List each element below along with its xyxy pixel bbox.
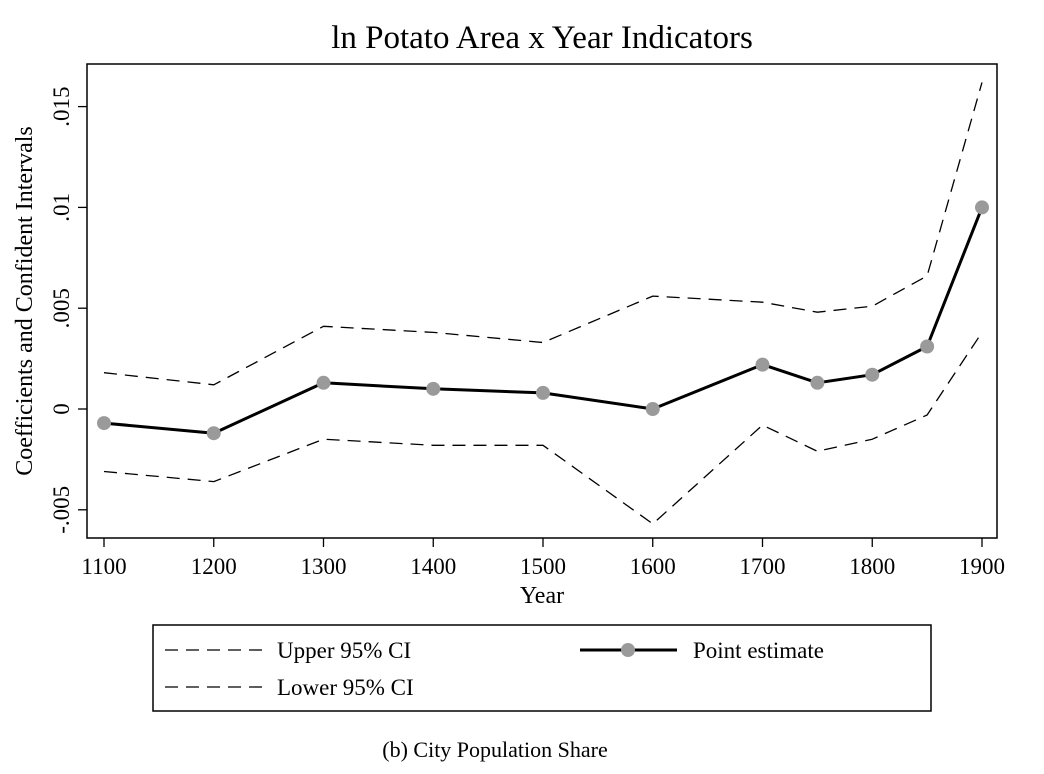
- legend-label-upper-ci: Upper 95% CI: [277, 638, 411, 663]
- figure-caption: (b) City Population Share: [382, 737, 607, 762]
- x-tick-label-1600: 1600: [630, 554, 676, 579]
- point-point-estimate-1100: [97, 416, 111, 431]
- x-tick-label-1500: 1500: [520, 554, 566, 579]
- point-point-estimate-1600: [645, 402, 660, 416]
- y-tick-label-2: .005: [49, 288, 74, 328]
- legend-label-lower-ci: Lower 95% CI: [277, 675, 414, 700]
- point-point-estimate-1850: [920, 339, 935, 354]
- legend-frame: [152, 624, 932, 712]
- point-point-estimate-1400: [426, 381, 441, 396]
- x-tick-label-1700: 1700: [740, 554, 786, 579]
- x-tick-label-1800: 1800: [849, 554, 895, 579]
- point-point-estimate-1750: [810, 375, 825, 390]
- legend: Upper 95% CI Lower 95% CI Point estimate: [152, 624, 932, 712]
- y-tick-label-4: .015: [49, 86, 74, 126]
- plot-area-frame: [86, 63, 998, 539]
- x-tick-label-1400: 1400: [410, 554, 456, 579]
- y-axis-label: Coefficients and Confident Intervals: [12, 126, 38, 475]
- series-layer: [103, 82, 984, 525]
- x-axis-label: Year: [520, 583, 564, 609]
- y-tick-label-1: 0: [49, 403, 74, 415]
- y-tick-label-3: .01: [49, 193, 74, 222]
- point-point-estimate-1900: [975, 200, 989, 215]
- marker-layer: [97, 200, 989, 441]
- chart-title: ln Potato Area x Year Indicators: [331, 20, 753, 56]
- point-point-estimate-1300: [316, 375, 331, 390]
- x-tick-label-1300: 1300: [301, 554, 347, 579]
- series-line-upper-95-ci: [103, 82, 983, 386]
- x-tick-label-1900: 1900: [959, 554, 1005, 579]
- y-tick-label-0: -.005: [49, 486, 74, 534]
- point-point-estimate-1700: [755, 357, 770, 372]
- x-axis: 1100 1200 1300 1400 1500 1600 1700 1800 1900: [81, 538, 1005, 579]
- legend-label-point-estimate: Point estimate: [693, 638, 824, 663]
- series-line-lower-95-ci: [103, 332, 983, 525]
- point-point-estimate-1200: [206, 426, 221, 441]
- x-tick-label-1200: 1200: [191, 554, 237, 579]
- point-point-estimate-1800: [865, 367, 880, 382]
- legend-key-point-estimate-marker: [621, 643, 635, 657]
- x-tick-label-1100: 1100: [81, 554, 126, 579]
- point-point-estimate-1500: [536, 385, 550, 400]
- y-axis: -.005 0 .005 .01 .015: [49, 86, 87, 534]
